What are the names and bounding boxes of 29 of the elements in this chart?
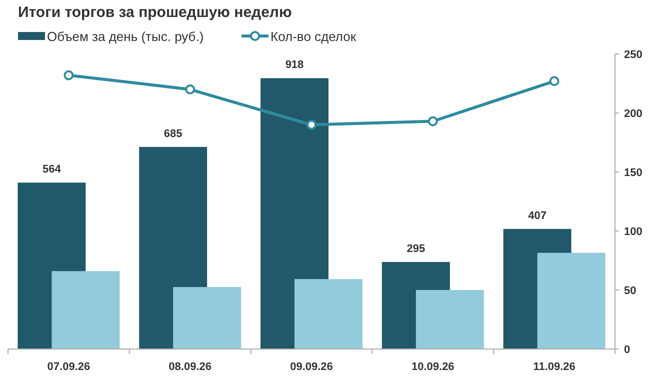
data-label: 295 [406, 242, 426, 255]
x-tick-label: 07.09.26 [47, 361, 90, 373]
chart-title: Итоги торгов за прошедшую неделю [18, 4, 292, 21]
bar [294, 279, 362, 349]
y2-tick-label: 200 [624, 108, 642, 120]
y2-tick-label: 100 [624, 226, 642, 238]
bar [416, 290, 484, 349]
bar [537, 252, 606, 349]
x-tick-label: 09.09.26 [290, 361, 333, 373]
point [64, 70, 74, 80]
y2-tick-label: 150 [624, 167, 642, 179]
y2-tick-label: 50 [624, 285, 636, 297]
y2-tick-label: 250 [624, 49, 642, 61]
legend-label: Объем за день (тыс. руб.) [47, 29, 204, 44]
bar [52, 271, 120, 349]
x-tick-label: 10.09.26 [411, 361, 454, 373]
bar [173, 287, 242, 349]
x-tick-label: 08.09.26 [168, 361, 212, 373]
data-label: 918 [285, 59, 304, 72]
point [185, 84, 196, 94]
point [549, 76, 560, 86]
point [428, 116, 438, 126]
data-label: 685 [164, 128, 182, 140]
data-label: 564 [42, 164, 62, 176]
data-label: 407 [528, 210, 546, 222]
legend-label: Кол-во сделок [270, 29, 356, 44]
y2-tick-label: 0 [624, 344, 630, 356]
x-tick-label: 11.09.26 [533, 361, 576, 373]
point [306, 120, 316, 130]
